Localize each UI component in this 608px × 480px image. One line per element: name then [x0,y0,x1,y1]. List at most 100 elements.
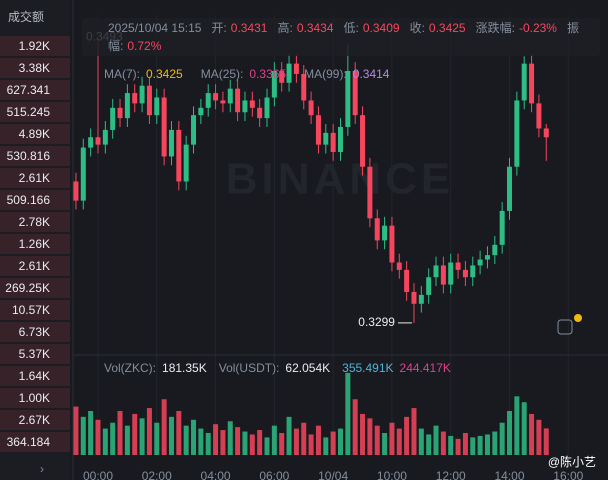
x-tick-label: 00:00 [83,469,113,480]
candle-body [95,137,101,145]
volume-bar [301,422,307,455]
candle-body [220,100,226,104]
volume-cell: 2.61K [0,256,70,276]
candle-body [102,129,108,145]
volume-bar [404,416,410,455]
candle-body [146,85,152,116]
volume-label: Vol(USDT): [218,361,280,375]
candle-body [227,88,233,104]
volume-bar [161,399,167,455]
volume-cell: 5.37K [0,344,70,364]
stat-value: 0.3409 [362,21,400,35]
candle-body [139,85,145,104]
volume-value: 62.054K [285,361,331,375]
candle-body [279,70,285,83]
ma-legend: MA(7): 0.3425 MA(25): 0.3365 MA(99): 0.3414 [104,67,407,81]
volume-bar [448,435,454,455]
volume-bar [536,419,542,455]
stat-label: 高: [277,21,293,35]
volume-legend: Vol(ZKC): 181.35K Vol(USDT): 62.054K 355.491… [104,361,457,375]
candle-body [389,225,395,263]
volume-cell: 1.92K [0,36,70,56]
volume-bar [521,402,527,455]
volume-bar [477,435,483,455]
candle-body [484,255,490,260]
candle-body [418,294,424,304]
volume-bar [257,430,263,455]
volume-bar [198,428,204,455]
stat-value: 0.72% [127,39,162,53]
candle-body [543,128,549,138]
candle-body [176,129,182,182]
candle-body [492,244,498,256]
candle-body [360,115,366,167]
volume-cell: 10.57K [0,300,70,320]
volume-cell: 364.184 [0,432,70,452]
candle-body [323,132,329,145]
volume-bar [213,424,219,455]
x-tick-label: 16:00 [553,469,583,480]
candle-body [80,147,86,201]
candle-body [382,225,388,241]
volume-bar [382,433,388,455]
candle-body [191,115,197,145]
volume-bar [396,428,402,455]
ma-value: 0.3425 [146,67,183,81]
stat-value: 0.3434 [296,21,334,35]
stat-label: 振幅: [108,21,579,53]
volume-bar [330,431,336,455]
volume-cell: 1.64K [0,366,70,386]
candle-body [477,259,483,266]
candle-body [433,265,439,278]
stat-label: 涨跌幅: [475,21,515,35]
volume-bar [462,433,468,455]
candle-body [521,63,527,101]
volume-bar [227,421,233,455]
volume-bar [102,428,108,455]
candle-body [205,93,211,108]
volume-bar [220,430,226,455]
volume-cell: 6.73K [0,322,70,342]
x-tick-label: 10/04 [318,469,348,480]
candle-body [257,107,263,119]
x-tick-label: 10:00 [377,469,407,480]
volume-bar [279,433,285,455]
candle-body [110,107,116,130]
volume-cell: 509.166 [0,190,70,210]
candle-body [168,129,174,157]
stat-label: 收: [409,21,425,35]
notice-icon[interactable] [557,319,573,335]
volume-bar [433,425,439,455]
expand-arrow[interactable]: › [40,462,44,476]
candle-body [235,88,241,113]
stat-value: 0.3425 [428,21,466,35]
candle-body [411,291,417,304]
volume-bar [110,422,116,455]
candle-body [367,166,373,219]
volume-bar [367,418,373,455]
candle-body [462,269,468,278]
candle-body [271,70,277,98]
volume-cell: 3.38K [0,58,70,78]
volume-cell: 269.25K [0,278,70,298]
volume-bar [191,419,197,455]
low-label: 0.3299 [358,315,395,329]
sidebar: 成交额 1.92K 3.38K 627.341 515.245 4.89K 530.816… [0,0,70,480]
volume-bar [88,411,94,455]
watermark: BINANCE [226,155,454,204]
volume-bar [293,428,299,455]
volume-bar [426,434,432,455]
volume-cell: 2.78K [0,212,70,232]
candle-body [198,107,204,116]
volume-ma-value: 355.491K [342,361,394,375]
credit: @陈小艺 [548,454,596,469]
candle-body [73,181,79,201]
volume-bar [455,438,461,455]
volume-cell: 2.61K [0,168,70,188]
candle-body [88,137,94,148]
volume-cell: 1.00K [0,388,70,408]
volume-bar [242,431,248,455]
volume-bar [507,411,513,455]
candle-body [404,269,410,292]
